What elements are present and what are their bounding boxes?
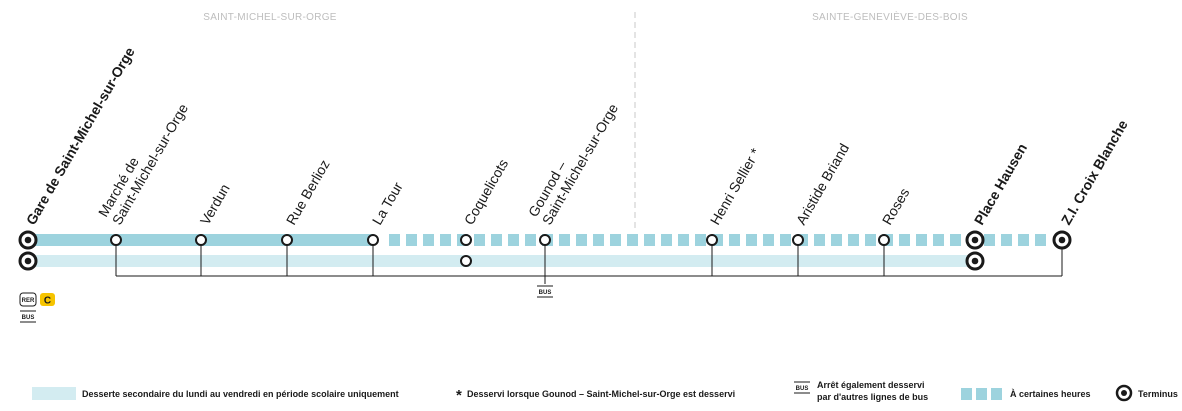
terminus-marker-gare[interactable] (18, 230, 38, 250)
main-line-dash-segment (627, 234, 638, 246)
legend-certain-hours-text: À certaines heures (1010, 389, 1091, 399)
main-line-dash-segment (950, 234, 961, 246)
stop-marker-roses[interactable] (878, 234, 890, 246)
main-line-dash-segment (1035, 234, 1046, 246)
svg-text:BUS: BUS (22, 315, 35, 321)
terminus-marker-hausen-secondary[interactable] (965, 251, 985, 271)
main-line-dash-segment (406, 234, 417, 246)
main-line-dash-segment (678, 234, 689, 246)
stop-marker-coquelicots-secondary[interactable] (460, 255, 472, 267)
stop-marker-gounod[interactable] (539, 234, 551, 246)
svg-text:C: C (44, 296, 51, 307)
main-line-dash-segment (916, 234, 927, 246)
legend-asterisk-text: Desservi lorsque Gounod – Saint-Michel-s… (467, 389, 735, 399)
legend-asterisk-symbol: * (456, 387, 462, 404)
rer-badge: RER (19, 292, 37, 307)
terminus-marker-hausen[interactable] (965, 230, 985, 250)
legend-terminus-icon (1115, 384, 1133, 402)
main-line-dash-segment (1018, 234, 1029, 246)
main-line-dash-segment (389, 234, 400, 246)
main-line-dash-segment (576, 234, 587, 246)
bus-connection-gare: BUS (20, 310, 36, 323)
main-line-dash-segment (984, 234, 995, 246)
main-line-dash-segment (508, 234, 519, 246)
main-line-dash-segment (814, 234, 825, 246)
main-line-dash-segment (780, 234, 791, 246)
stop-marker-coquelicots[interactable] (460, 234, 472, 246)
stop-label-briand: Aristide Briand (793, 141, 852, 228)
main-line-dash-segment (644, 234, 655, 246)
terminus-marker-gare-secondary[interactable] (18, 251, 38, 271)
stop-label-latour: La Tour (369, 179, 406, 228)
stop-marker-briand[interactable] (792, 234, 804, 246)
svg-text:BUS: BUS (539, 290, 552, 296)
svg-text:BUS: BUS (796, 386, 809, 392)
main-line-dash-segment (1001, 234, 1012, 246)
main-line-dash-segment (831, 234, 842, 246)
stop-marker-sellier[interactable] (706, 234, 718, 246)
main-line-dash-segment (610, 234, 621, 246)
legend-swatch-secondary (32, 387, 76, 400)
main-line-dash-segment (440, 234, 451, 246)
stop-label-coquelicots: Coquelicots (461, 156, 511, 227)
stop-label-verdun: Verdun (197, 181, 233, 227)
rer-c-badge: C (40, 293, 55, 307)
legend-bus-icon: BUS (794, 381, 810, 394)
legend-swatch-certain-hours (961, 388, 1002, 400)
stop-label-croix: Z.I. Croix Blanche (1058, 117, 1131, 228)
main-line-dash-segment (593, 234, 604, 246)
secondary-line (28, 255, 975, 267)
main-line-dash-segment (746, 234, 757, 246)
bus-connection-gounod: BUS (537, 285, 553, 298)
main-line-dash-segment (848, 234, 859, 246)
svg-text:RER: RER (22, 298, 35, 304)
main-line-dash-segment (661, 234, 672, 246)
stop-label-marche: Marché deSaint-Michel-sur-Orge (95, 93, 191, 228)
terminus-marker-croix[interactable] (1052, 230, 1072, 250)
stop-label-sellier: Henri Sellier * (707, 145, 764, 228)
main-line-dash-segment (729, 234, 740, 246)
stop-label-hausen: Place Hausen (971, 141, 1030, 228)
main-line-dash-segment (763, 234, 774, 246)
main-line-dash-segment (559, 234, 570, 246)
legend-secondary-text: Desserte secondaire du lundi au vendredi… (82, 389, 399, 399)
commune-label-sainte-genevieve: SAINTE-GENEVIÈVE-DES-BOIS (812, 10, 968, 23)
main-line-dash-segment (899, 234, 910, 246)
main-line-dash-segment (695, 234, 706, 246)
main-line-dash-segment (491, 234, 502, 246)
legend-terminus-text: Terminus (1138, 389, 1178, 399)
stop-marker-verdun[interactable] (195, 234, 207, 246)
main-line-dash-segment (474, 234, 485, 246)
legend-bus-line2: par d'autres lignes de bus (817, 392, 928, 402)
main-line-dash-segment (933, 234, 944, 246)
stop-label-gounod: Gounod –Saint-Michel-sur-Orge (525, 93, 621, 228)
legend-bus-line1: Arrêt également desservi (817, 380, 925, 390)
main-line-dash-segment (865, 234, 876, 246)
stop-label-roses: Roses (879, 185, 913, 227)
stop-marker-latour[interactable] (367, 234, 379, 246)
main-line-dash-segment (423, 234, 434, 246)
commune-label-saint-michel: SAINT-MICHEL-SUR-ORGE (203, 12, 337, 23)
main-line-dash-segment (525, 234, 536, 246)
stop-marker-berlioz[interactable] (281, 234, 293, 246)
stop-marker-marche[interactable] (110, 234, 122, 246)
stop-label-berlioz: Rue Berlioz (283, 157, 333, 228)
